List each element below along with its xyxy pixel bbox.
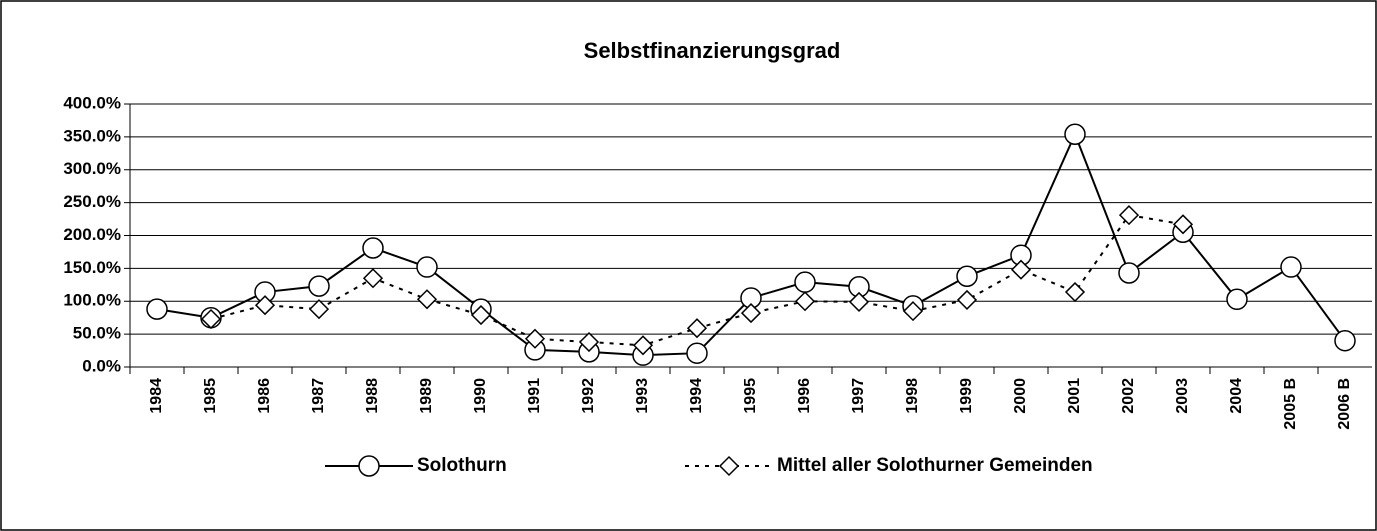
x-tick-label: 2006 B	[1336, 378, 1353, 430]
marker	[902, 301, 924, 322]
marker	[1064, 123, 1086, 145]
x-tick-label: 1999	[958, 378, 975, 414]
marker	[254, 295, 276, 316]
marker	[1172, 214, 1194, 235]
marker	[1118, 262, 1140, 284]
marker	[686, 342, 708, 364]
x-tick-label: 2004	[1228, 378, 1245, 414]
marker	[956, 289, 978, 310]
x-tick-label: 1998	[904, 378, 921, 414]
x-tick-label: 2005 B	[1282, 378, 1299, 430]
marker	[146, 298, 168, 320]
x-tick-label: 1987	[310, 378, 327, 414]
x-tick-label: 1996	[796, 378, 813, 414]
marker	[956, 265, 978, 288]
marker	[848, 291, 870, 312]
marker	[794, 291, 816, 312]
marker	[1064, 281, 1086, 303]
x-tick-label: 1992	[580, 378, 597, 414]
marker	[416, 256, 438, 278]
x-tick-label: 2002	[1120, 378, 1137, 414]
marker	[416, 289, 438, 310]
marker	[632, 335, 654, 356]
x-tick-label: 1993	[634, 378, 651, 414]
legend-label: Solothurn	[417, 455, 507, 476]
y-tick-label: 0.0%	[82, 356, 121, 375]
marker	[1226, 288, 1248, 311]
chart-title: Selbstfinanzierungsgrad	[584, 38, 841, 63]
marker	[524, 328, 546, 349]
y-tick-label: 200.0%	[63, 225, 121, 244]
y-tick-label: 150.0%	[63, 258, 121, 277]
marker	[1118, 205, 1140, 226]
x-tick-label: 1988	[364, 378, 381, 414]
marker	[1334, 329, 1356, 352]
x-tick-label: 1985	[202, 378, 219, 414]
marker	[578, 331, 600, 353]
marker	[308, 275, 330, 297]
marker	[470, 304, 492, 326]
marker	[1280, 256, 1302, 278]
x-tick-label: 1997	[850, 378, 867, 414]
marker	[740, 303, 762, 324]
y-tick-label: 300.0%	[63, 159, 121, 178]
x-tick-label: 1989	[418, 378, 435, 414]
marker	[794, 271, 816, 293]
marker	[358, 455, 380, 477]
y-tick-label: 100.0%	[63, 291, 121, 310]
y-tick-label: 50.0%	[73, 324, 121, 343]
y-tick-label: 400.0%	[63, 93, 121, 112]
x-tick-label: 2001	[1066, 378, 1083, 414]
x-tick-label: 2003	[1174, 378, 1191, 414]
marker	[308, 299, 330, 320]
x-tick-label: 1984	[148, 378, 165, 414]
y-tick-label: 350.0%	[63, 126, 121, 145]
x-tick-label: 2000	[1012, 378, 1029, 414]
marker	[1010, 259, 1032, 280]
x-tick-label: 1994	[688, 378, 705, 414]
x-tick-label: 1986	[256, 378, 273, 414]
marker	[686, 318, 708, 339]
legend-label: Mittel aller Solothurner Gemeinden	[777, 455, 1093, 476]
x-tick-label: 1990	[472, 378, 489, 414]
x-tick-label: 1991	[526, 378, 543, 414]
marker	[362, 237, 384, 259]
y-tick-label: 250.0%	[63, 192, 121, 211]
marker	[718, 455, 740, 477]
marker	[362, 268, 384, 289]
x-tick-label: 1995	[742, 378, 759, 414]
marker	[200, 308, 222, 330]
